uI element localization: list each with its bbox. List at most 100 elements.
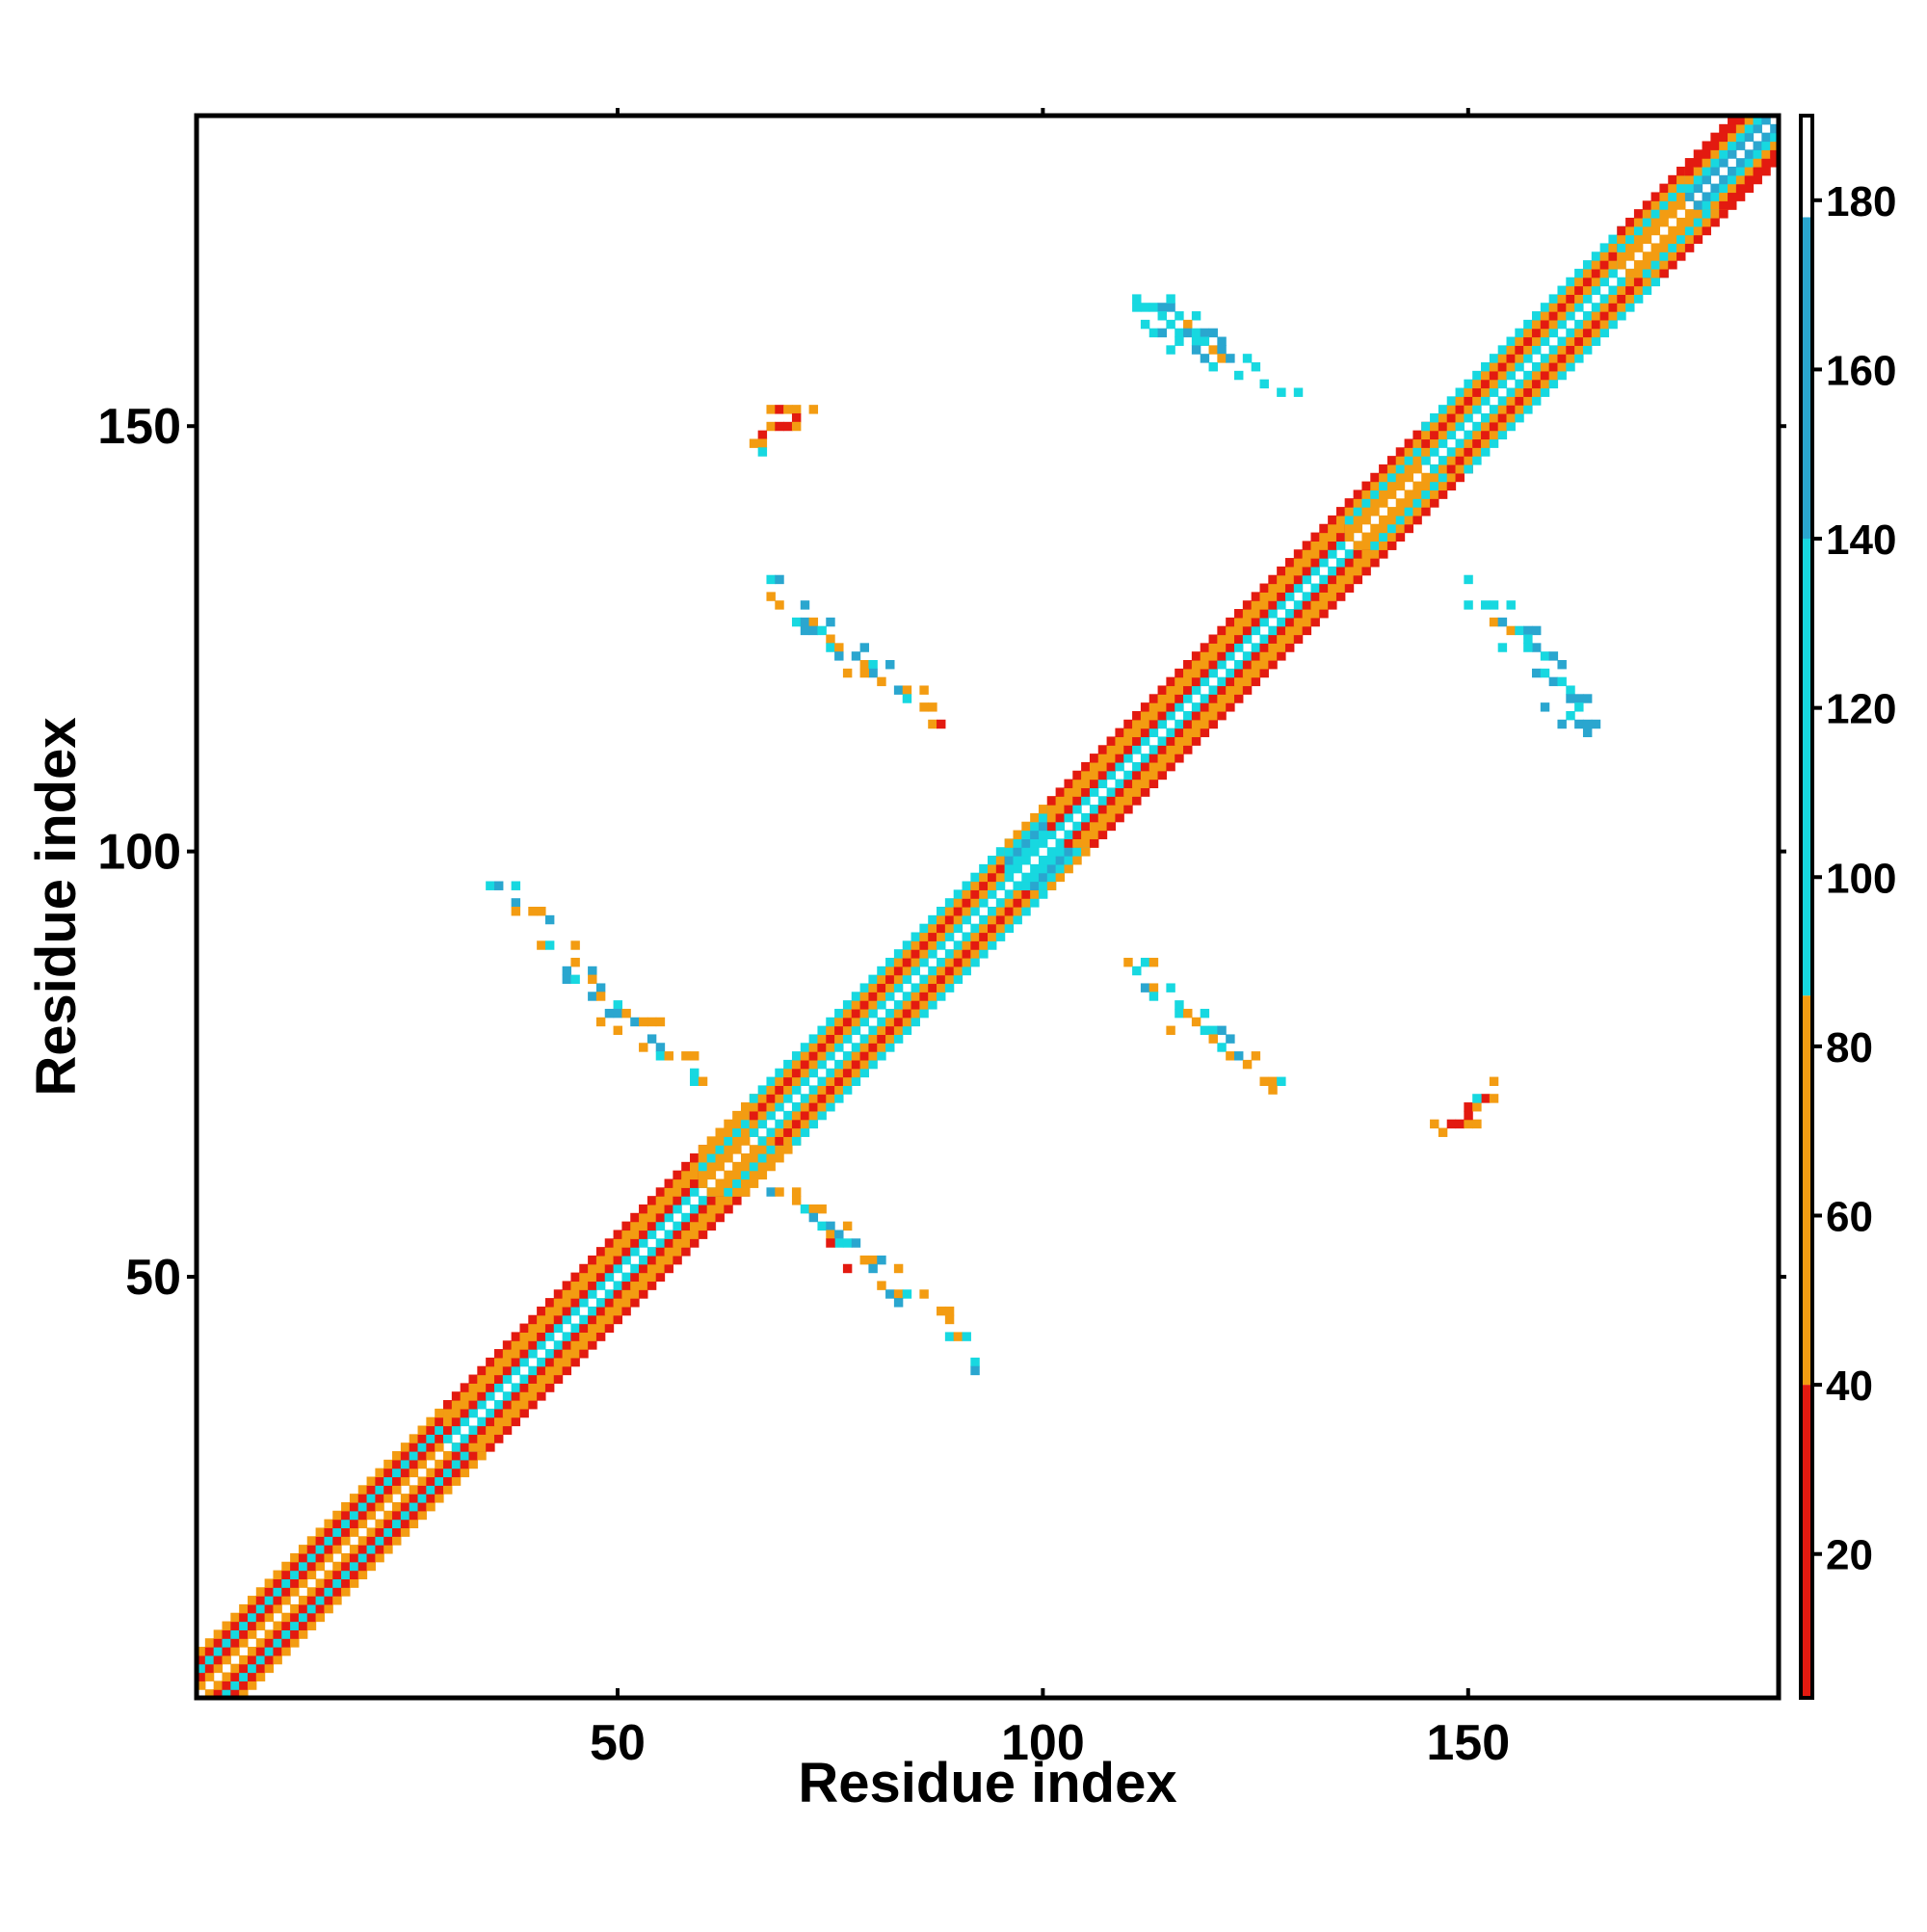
heatmap-cell	[826, 617, 835, 627]
heatmap-cell	[1021, 872, 1031, 883]
heatmap-cell	[1438, 472, 1448, 483]
heatmap-cell	[1148, 770, 1159, 781]
heatmap-cell	[808, 1119, 819, 1129]
heatmap-cell	[443, 1459, 453, 1469]
heatmap-cell	[1310, 541, 1320, 550]
heatmap-cell	[885, 1034, 895, 1044]
heatmap-cell	[664, 1255, 673, 1265]
heatmap-cell	[1557, 676, 1567, 687]
heatmap-cell	[919, 923, 929, 934]
heatmap-cell	[1132, 745, 1142, 754]
heatmap-cell	[1353, 515, 1363, 525]
heatmap-cell	[1081, 761, 1091, 772]
heatmap-cell	[239, 1621, 249, 1630]
heatmap-cell	[859, 659, 870, 670]
heatmap-cell	[979, 889, 989, 899]
heatmap-cell	[486, 1408, 495, 1418]
heatmap-cell	[1208, 1025, 1218, 1036]
heatmap-cell	[460, 1450, 470, 1461]
heatmap-cell	[995, 847, 1006, 857]
heatmap-cell	[1004, 847, 1015, 857]
heatmap-cell	[247, 1663, 257, 1674]
heatmap-cell	[1191, 345, 1201, 355]
heatmap-cell	[1234, 634, 1244, 644]
heatmap-cell	[953, 957, 964, 967]
heatmap-cell	[528, 1323, 538, 1333]
heatmap-cell	[1293, 549, 1304, 559]
heatmap-cell	[1328, 515, 1337, 525]
heatmap-cell	[1744, 158, 1755, 168]
heatmap-cell	[775, 421, 784, 432]
heatmap-cell	[1693, 166, 1703, 176]
y-axis-title: Residue index	[25, 717, 88, 1096]
heatmap-cell	[817, 1043, 827, 1052]
heatmap-cell	[435, 1408, 444, 1418]
heatmap-cell	[511, 1365, 521, 1376]
heatmap-cell	[826, 1094, 835, 1103]
heatmap-cell	[1200, 651, 1210, 661]
heatmap-cell	[877, 1043, 886, 1052]
heatmap-cell	[1481, 396, 1491, 406]
heatmap-cell	[639, 1281, 648, 1290]
heatmap-cell	[902, 949, 912, 959]
heatmap-cell	[1676, 166, 1686, 176]
heatmap-cell	[1123, 754, 1133, 763]
heatmap-cell	[1728, 149, 1737, 159]
heatmap-cell	[1438, 421, 1448, 432]
heatmap-cell	[1728, 183, 1737, 194]
heatmap-cell	[1064, 863, 1073, 874]
heatmap-cell	[1642, 225, 1652, 236]
heatmap-cell	[1540, 702, 1550, 712]
heatmap-cell	[1455, 438, 1465, 448]
heatmap-cell	[1515, 336, 1524, 346]
heatmap-cell	[826, 1017, 835, 1027]
heatmap-cell	[724, 1145, 733, 1154]
heatmap-cell	[1166, 676, 1175, 687]
heatmap-cell	[1464, 379, 1473, 389]
heatmap-cell	[1464, 1102, 1473, 1112]
heatmap-cell	[604, 1306, 615, 1316]
heatmap-cell	[273, 1596, 282, 1605]
heatmap-cell	[435, 1442, 444, 1452]
heatmap-cell	[1370, 490, 1380, 499]
heatmap-cell	[1200, 328, 1210, 338]
heatmap-cell	[486, 1442, 495, 1452]
heatmap-cell	[1226, 643, 1235, 652]
heatmap-cell	[1728, 166, 1737, 176]
heatmap-cell	[1268, 592, 1278, 601]
heatmap-cell	[1004, 863, 1015, 874]
heatmap-cell	[1489, 405, 1499, 414]
heatmap-cell	[1693, 183, 1703, 194]
heatmap-cell	[1302, 600, 1312, 610]
heatmap-cell	[1319, 600, 1329, 610]
heatmap-cell	[1217, 702, 1227, 712]
heatmap-cell	[1668, 200, 1677, 210]
heatmap-cell	[1481, 600, 1491, 610]
heatmap-cell	[1625, 217, 1635, 227]
heatmap-cell	[953, 966, 964, 976]
heatmap-cell	[757, 438, 768, 448]
heatmap-cell	[588, 992, 597, 1001]
heatmap-cell	[1421, 447, 1431, 457]
heatmap-cell	[1430, 463, 1439, 474]
heatmap-cell	[1166, 1025, 1175, 1036]
heatmap-cell	[1319, 532, 1329, 542]
heatmap-cell	[222, 1681, 231, 1690]
heatmap-cell	[493, 1408, 504, 1418]
heatmap-cell	[1744, 116, 1755, 125]
heatmap-cell	[1021, 821, 1031, 832]
heatmap-cell	[1191, 719, 1201, 729]
heatmap-cell	[1455, 387, 1465, 397]
heatmap-cell	[621, 1306, 631, 1316]
heatmap-cell	[1055, 805, 1066, 814]
heatmap-cell	[1591, 328, 1601, 338]
heatmap-cell	[1591, 719, 1601, 729]
heatmap-cell	[1370, 481, 1380, 491]
heatmap-cell	[1523, 336, 1533, 346]
heatmap-cell	[332, 1587, 342, 1597]
heatmap-cell	[826, 1076, 835, 1086]
heatmap-cell	[1430, 1119, 1439, 1129]
heatmap-cell	[690, 1161, 700, 1172]
heatmap-cell	[911, 992, 920, 1001]
heatmap-cell	[1089, 812, 1099, 823]
